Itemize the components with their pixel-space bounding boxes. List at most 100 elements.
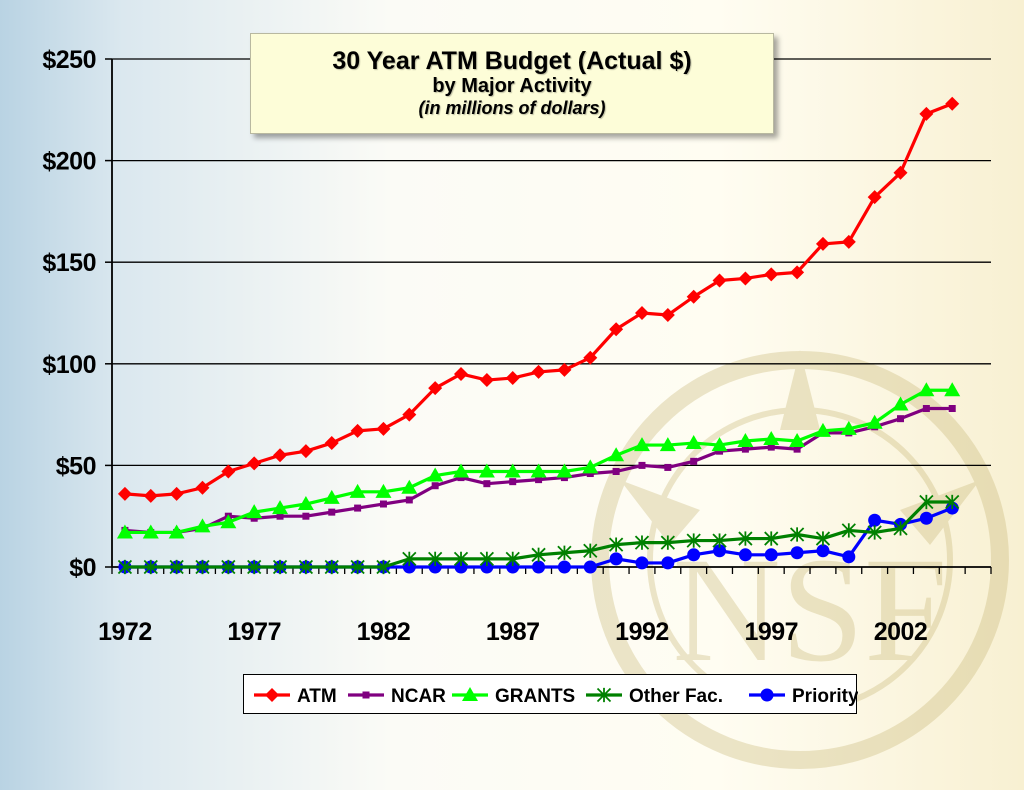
data-point-atm: [479, 373, 494, 388]
data-point-grants: [582, 459, 599, 474]
data-point-ncar: [509, 478, 517, 486]
data-point-grants: [427, 467, 444, 482]
data-point-ncar: [250, 514, 258, 522]
tick-labels: $0 $50 $100 $150 $200 $250 1972 1977 1982 1987 199…: [42, 46, 927, 646]
data-point-other-fac: [841, 523, 856, 538]
data-point-ncar: [767, 443, 775, 451]
data-point-other-fac: [764, 531, 779, 546]
data-point-ncar: [612, 467, 620, 475]
data-point-other-fac: [738, 531, 753, 546]
data-point-ncar: [664, 463, 672, 471]
data-point-atm: [531, 364, 546, 379]
data-point-other-fac: [402, 551, 417, 567]
legend-marker: [462, 687, 478, 701]
data-point-atm: [376, 421, 391, 436]
legend-label: ATM: [297, 686, 337, 707]
data-point-atm: [841, 234, 856, 249]
data-point-grants: [401, 479, 418, 494]
data-point-other-fac: [169, 559, 184, 575]
data-point-ncar: [354, 504, 362, 512]
data-point-grants: [892, 396, 909, 411]
y-tick-label: $0: [69, 554, 96, 582]
x-tick-label: 1977: [227, 618, 281, 646]
data-point-atm: [350, 423, 365, 438]
data-point-grants: [633, 437, 650, 452]
data-point-other-fac: [247, 559, 262, 575]
data-point-other-fac: [608, 537, 624, 552]
data-point-priority: [919, 511, 933, 525]
data-point-other-fac: [815, 531, 831, 546]
x-tick-label: 2002: [874, 618, 928, 646]
data-point-priority: [687, 548, 701, 562]
chart-subtitle: by Major Activity: [432, 75, 592, 97]
data-point-ncar: [431, 482, 439, 490]
data-point-grants: [918, 382, 935, 397]
data-point-other-fac: [376, 559, 391, 575]
data-point-atm: [324, 436, 339, 451]
data-point-atm: [402, 407, 417, 422]
data-point-ncar: [716, 447, 724, 455]
data-point-atm: [583, 350, 598, 365]
data-point-atm: [764, 267, 779, 282]
data-point-grants: [866, 414, 883, 429]
data-point-grants: [194, 518, 211, 533]
data-point-grants: [737, 433, 754, 448]
data-point-priority: [738, 548, 752, 562]
data-point-atm: [117, 486, 132, 501]
data-point-grants: [246, 504, 263, 519]
data-point-atm: [428, 381, 443, 396]
chart-title: 30 Year ATM Budget (Actual $): [332, 47, 692, 75]
data-point-priority: [454, 560, 468, 574]
data-point-atm: [945, 96, 960, 111]
legend-label: Priority: [792, 686, 858, 707]
data-point-priority: [609, 552, 623, 566]
data-point-atm: [660, 308, 675, 323]
series-priority: [118, 501, 959, 574]
data-point-atm: [195, 480, 210, 495]
data-point-other-fac: [221, 559, 236, 575]
data-point-other-fac: [117, 559, 133, 575]
data-point-other-fac: [660, 535, 675, 550]
data-point-grants: [142, 524, 159, 539]
y-tick-label: $250: [42, 46, 96, 74]
series-grants: [116, 382, 961, 539]
y-tick-label: $50: [56, 452, 96, 480]
data-point-other-fac: [428, 551, 443, 567]
data-point-other-fac: [893, 521, 908, 536]
data-point-other-fac: [143, 559, 158, 575]
legend-entry-grants: GRANTS: [452, 686, 575, 707]
legend-entry-atm: ATM: [254, 686, 337, 707]
x-tick-label: 1997: [744, 618, 798, 646]
data-point-other-fac: [557, 545, 572, 560]
data-point-grants: [763, 430, 780, 445]
data-point-atm: [790, 265, 805, 280]
series-atm: [117, 96, 960, 503]
legend-label: Other Fac.: [629, 686, 723, 707]
data-point-ncar: [638, 461, 646, 469]
data-point-atm: [893, 165, 908, 180]
y-tick-label: $100: [42, 351, 96, 379]
legend-label: GRANTS: [495, 686, 575, 707]
data-point-other-fac: [479, 551, 495, 567]
data-point-ncar: [302, 512, 310, 520]
data-point-priority: [428, 560, 442, 574]
data-point-ncar: [793, 445, 801, 453]
data-point-ncar: [276, 512, 284, 520]
data-point-grants: [478, 463, 495, 478]
data-point-priority: [764, 548, 778, 562]
data-point-grants: [323, 489, 340, 504]
data-point-grants: [349, 483, 366, 498]
data-point-grants: [453, 463, 470, 478]
data-point-atm: [557, 362, 572, 377]
data-point-grants: [556, 463, 573, 478]
data-point-priority: [557, 560, 571, 574]
data-point-priority: [402, 560, 416, 574]
data-point-other-fac: [867, 525, 882, 540]
data-point-ncar: [457, 474, 465, 482]
legend-marker: [362, 691, 370, 699]
x-tick-label: 1992: [615, 618, 669, 646]
data-point-ncar: [483, 480, 491, 488]
data-point-grants: [168, 524, 185, 539]
data-point-grants: [608, 447, 625, 462]
data-point-other-fac: [789, 527, 805, 542]
